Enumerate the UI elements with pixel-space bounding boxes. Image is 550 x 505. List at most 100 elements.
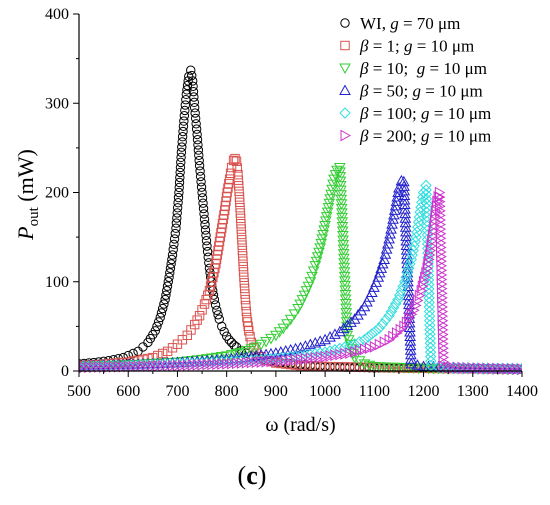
- data-point: [233, 169, 243, 180]
- data-point: [214, 314, 224, 324]
- data-point: [189, 97, 199, 108]
- data-point: [199, 214, 210, 224]
- data-point: [186, 65, 196, 75]
- data-point: [171, 218, 182, 228]
- data-point: [212, 305, 222, 316]
- legend-marker: [340, 129, 352, 142]
- x-tick-label: 500: [67, 383, 91, 400]
- data-point: [387, 301, 400, 314]
- data-point: [177, 137, 187, 147]
- data-point: [329, 170, 342, 181]
- x-axis-label: ω (rad/s): [265, 414, 335, 436]
- data-point: [294, 341, 307, 353]
- data-point: [433, 191, 445, 203]
- x-tick-label: 700: [165, 383, 189, 400]
- data-point: [411, 359, 424, 370]
- data-point: [220, 351, 233, 362]
- data-point: [234, 181, 244, 191]
- data-point: [304, 338, 317, 350]
- data-point: [177, 142, 187, 152]
- data-point: [277, 323, 290, 335]
- data-point: [176, 147, 187, 158]
- data-point: [148, 352, 158, 363]
- data-point: [199, 209, 209, 219]
- data-point: [313, 247, 325, 259]
- data-point: [166, 259, 176, 269]
- data-point: [236, 229, 247, 240]
- data-point: [412, 216, 425, 228]
- data-point: [324, 194, 337, 205]
- data-point: [169, 239, 179, 249]
- data-point: [319, 216, 332, 228]
- data-point: [168, 244, 178, 255]
- data-point: [194, 150, 204, 161]
- data-point: [238, 261, 249, 272]
- data-point: [175, 167, 185, 178]
- data-point: [225, 168, 236, 179]
- data-point: [161, 290, 171, 300]
- data-point: [279, 344, 292, 356]
- data-point: [270, 347, 282, 358]
- data-point: [281, 319, 293, 330]
- data-layer: [79, 65, 522, 375]
- data-point: [177, 132, 188, 142]
- data-point: [421, 238, 434, 250]
- data-point: [320, 212, 333, 223]
- legend-entry: β = 100; g = 10 μm: [359, 104, 491, 123]
- data-point: [423, 296, 435, 309]
- data-point: [344, 340, 356, 352]
- data-point: [325, 361, 335, 372]
- data-point: [182, 330, 192, 341]
- data-point: [173, 192, 184, 203]
- data-point: [423, 310, 436, 322]
- y-tick-label: 200: [45, 185, 69, 202]
- data-point: [358, 334, 371, 346]
- data-point: [240, 289, 250, 299]
- data-point: [366, 328, 378, 340]
- data-point: [420, 184, 432, 196]
- data-point: [337, 322, 350, 334]
- data-point: [179, 111, 190, 121]
- data-point: [150, 326, 160, 336]
- data-point: [195, 171, 206, 182]
- data-point: [309, 261, 322, 272]
- data-point: [162, 346, 173, 357]
- data-point: [245, 344, 258, 355]
- data-point: [230, 348, 243, 360]
- legend-entry: β = 200; g = 10 μm: [359, 127, 491, 146]
- data-point: [423, 258, 434, 270]
- data-point: [186, 325, 196, 335]
- y-tick-label: 100: [45, 274, 69, 291]
- legend-entry: WI, g = 70 μm: [360, 14, 460, 33]
- data-point: [236, 219, 246, 229]
- y-tick-label: 400: [45, 6, 69, 23]
- data-point: [174, 182, 184, 193]
- data-point: [326, 184, 338, 196]
- x-tick-label: 1300: [457, 383, 489, 400]
- data-point: [142, 359, 154, 371]
- data-point: [411, 226, 423, 238]
- data-point: [405, 353, 417, 364]
- data-point: [376, 318, 389, 330]
- data-point: [299, 349, 312, 361]
- data-point: [324, 331, 336, 342]
- data-point: [319, 221, 331, 232]
- data-point: [176, 152, 186, 163]
- data-point: [423, 305, 436, 318]
- data-point: [334, 342, 346, 355]
- data-point: [517, 363, 522, 375]
- data-point: [173, 198, 183, 208]
- legend-marker: [339, 107, 351, 119]
- data-point: [412, 221, 424, 233]
- data-point: [175, 162, 186, 173]
- data-point: [325, 189, 337, 201]
- data-point: [366, 286, 378, 297]
- data-point: [152, 358, 164, 371]
- data-point: [319, 333, 331, 345]
- data-point: [318, 225, 330, 237]
- data-point: [353, 356, 366, 367]
- data-point: [230, 153, 240, 164]
- axes: 500 600 700 800 900 1000 1100 1200 1300 1400 0 100 2…: [13, 6, 538, 436]
- data-point: [345, 362, 355, 372]
